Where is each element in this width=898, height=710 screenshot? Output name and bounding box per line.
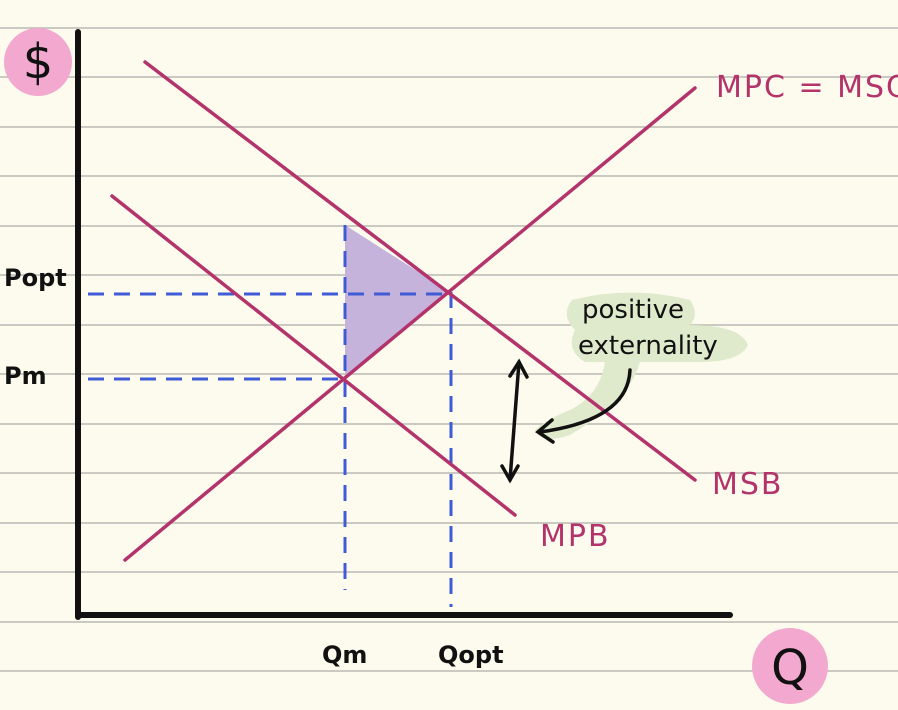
mpc-msc-curve xyxy=(123,86,697,562)
qopt-label: Qopt xyxy=(438,641,504,669)
msb-curve xyxy=(143,60,697,482)
ruled-lines xyxy=(0,27,898,672)
highlight-annotation xyxy=(535,292,748,439)
highlight-q xyxy=(752,628,828,704)
mpb-label: MPB xyxy=(540,519,611,554)
dashed-guides xyxy=(88,225,453,607)
msb-label: MSB xyxy=(712,467,784,502)
annotation-line: externality xyxy=(578,331,718,361)
mpb-curve xyxy=(110,194,517,517)
annotation-line: positive xyxy=(582,295,684,325)
pm-label: Pm xyxy=(4,362,47,390)
popt-label: Popt xyxy=(4,264,67,292)
welfare-gain-area xyxy=(345,225,450,378)
annotation-arrow xyxy=(535,368,632,444)
gap-arrow xyxy=(500,358,529,484)
qm-label: Qm xyxy=(322,641,367,669)
y-axis-label: $ xyxy=(23,34,54,90)
supply-label: MPC = MSC xyxy=(716,70,898,105)
axes xyxy=(75,29,733,620)
highlight-dollar xyxy=(4,28,72,96)
x-axis-label: Q xyxy=(771,640,809,696)
